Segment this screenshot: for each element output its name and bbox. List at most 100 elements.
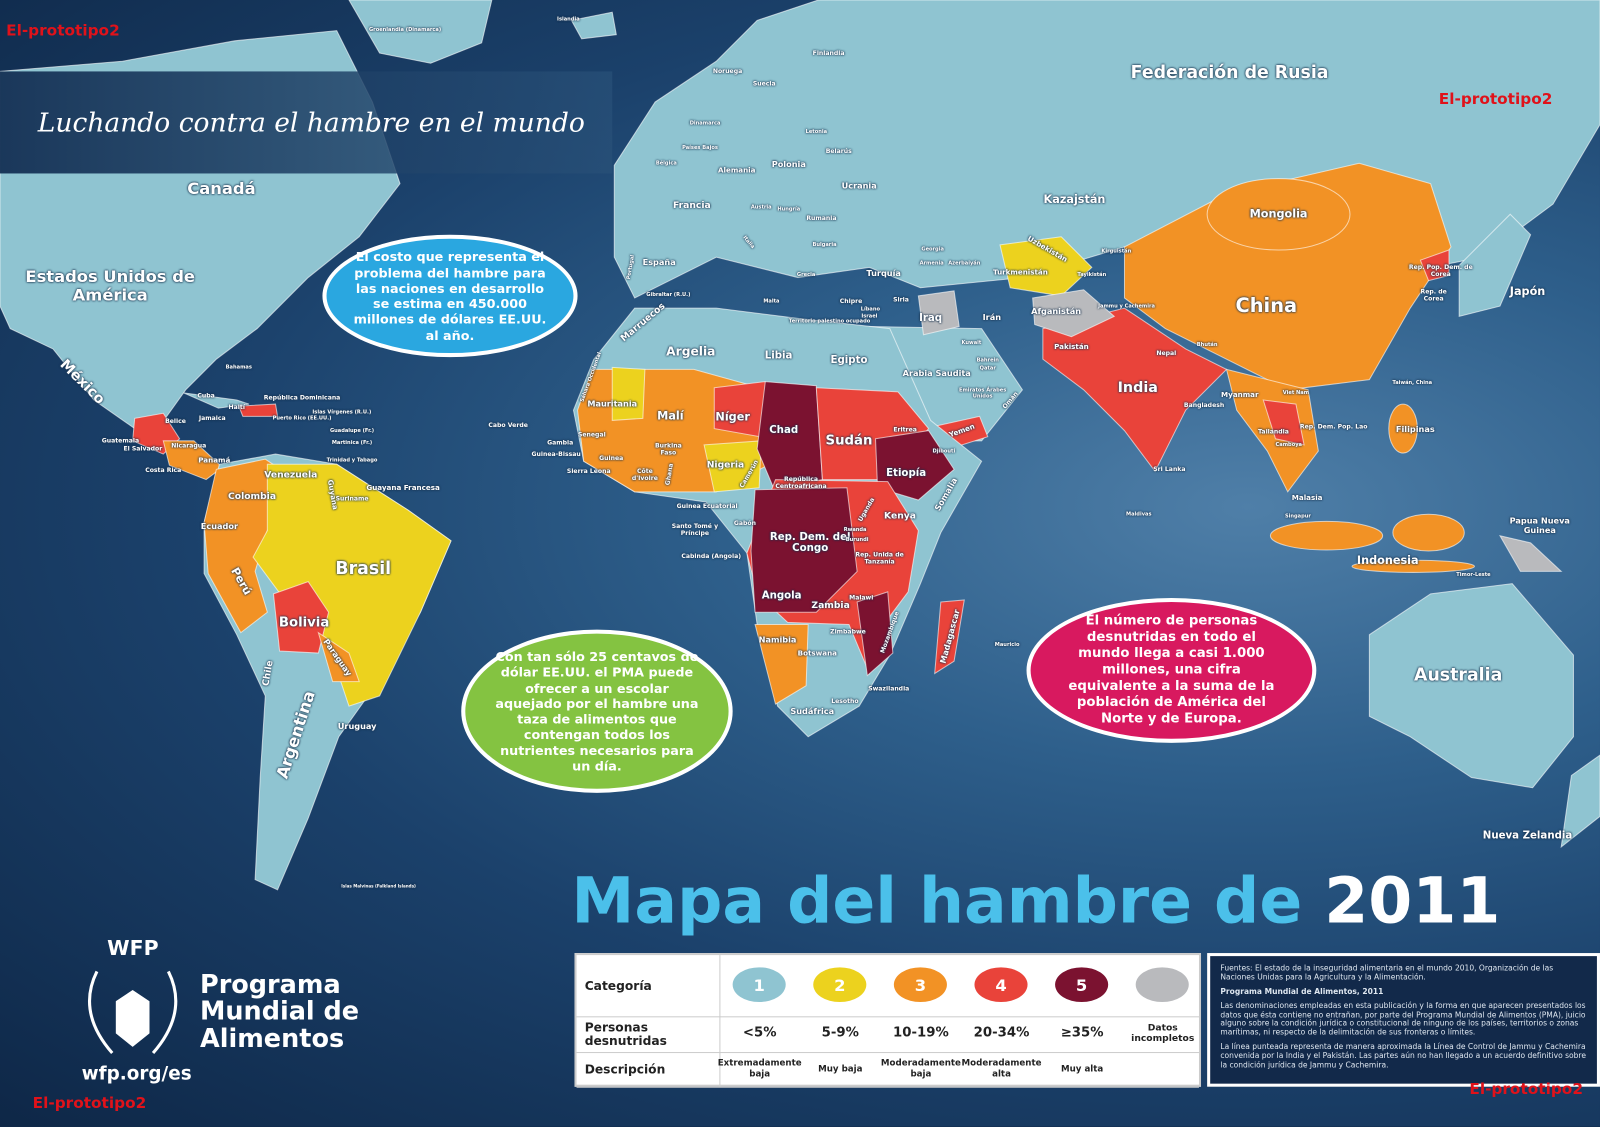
country-label: Islas Vírgenes (R.U.) [312,409,372,416]
country-label: Zimbabwe [830,628,866,636]
country-label: Australia [1414,664,1503,686]
country-label: Tayikistán [1077,271,1107,278]
info-bubble: El costo que representa el problema del … [322,234,578,358]
legend-category-number: 1 [753,974,765,995]
country-label: Angola [761,590,802,602]
country-label: Guinea [599,454,624,462]
country-label: Territorio palestino ocupado [788,318,871,325]
country-label: Islas Malvinas (Falkland Islands) [341,883,416,889]
country-label: Puerto Rico (EE.UU.) [272,415,332,422]
country-label: Bulgaria [812,242,837,249]
legend-row-label: Descripción [584,1061,666,1077]
country-label: Pakistán [1054,343,1089,352]
country-label: Argelia [666,344,716,359]
land [754,623,809,705]
logo-name: Programa Mundial de Alimentos [199,971,359,1053]
land [1368,583,1574,789]
country-label: Bangladesh [1183,401,1225,409]
country-label: Mauritania [587,399,638,409]
land [1032,289,1116,338]
country-label: Países Bajos [682,145,718,152]
country-label: Eritrea [893,426,917,434]
country-label: Iraq [919,312,943,324]
country-label: Burkina Faso [655,442,682,457]
land [750,487,858,613]
country-label: Irán [982,312,1002,323]
sources-publisher: Programa Mundial de Alimentos, 2011 [1220,986,1384,996]
legend-range: <5% [742,1025,777,1042]
country-label: Egipto [830,354,868,366]
legend-swatch: 1 [732,967,786,1003]
legend-category-number: 2 [834,974,846,995]
country-label: Malasia [1291,494,1323,503]
legend-swatch: 4 [974,967,1028,1003]
country-label: Georgia [921,246,944,253]
country-label: Guatemala [101,437,140,445]
land [917,290,960,336]
country-label: Uruguay [337,722,377,732]
info-bubble: Con tan sólo 25 centavos de dólar EE.UU.… [461,629,733,793]
country-label: El Salvador [123,445,163,453]
info-bubble: El número de personas desnutridas en tod… [1026,597,1317,743]
country-label: Senegal [577,431,606,439]
land [272,581,330,654]
country-label: Turquía [866,268,901,279]
country-label: Taiwán, China [1392,379,1433,386]
legend-description: Moderadamente baja [880,1058,961,1080]
country-label: Chad [769,424,799,437]
country-label: Rwanda [843,526,867,533]
country-label: Kuwait [961,340,982,347]
country-label: Venezuela [264,470,318,481]
country-label: Austria [750,204,772,211]
country-label: Sudán [825,433,873,449]
legend-range: 5-9% [821,1025,859,1042]
country-label: República Centroafricana [775,475,827,490]
main-title: Mapa del hambre de 2011 [571,863,1500,937]
country-label: Bahamas [225,364,252,371]
legend-range: 20-34% [973,1025,1030,1042]
land [611,366,646,421]
legend-range: Datos incompletos [1131,1023,1195,1044]
country-label: Líbano [860,306,881,313]
country-label: Sudáfrica [790,706,835,716]
country-label: Brasil [335,558,392,580]
country-label: Emiratos Árabes Unidos [958,387,1007,399]
legend-table: Categoría Personas desnutridas Descripción… [574,953,1202,1088]
country-label: Bélgica [655,160,677,167]
country-label: Malta [763,298,780,305]
logo-name-line: Alimentos [199,1022,345,1053]
bubble-text: Con tan sólo 25 centavos de dólar EE.UU.… [495,648,699,774]
country-label: Bolivia [278,615,330,631]
legend-row-divider [576,1052,1199,1088]
country-label: Namibia [758,635,797,645]
land [348,0,493,64]
legend-row-divider [576,1016,1199,1054]
title-text: Mapa del hambre de [571,863,1303,938]
legend-description: Extremadamente baja [717,1058,802,1080]
country-label: Noruega [712,68,743,76]
bubble-text: El costo que representa el problema del … [353,249,547,343]
country-label: Hungría [777,206,801,213]
land [1458,213,1532,317]
logo-url: wfp.org/es [81,1063,192,1085]
country-label: Suriname [335,495,369,503]
country-label: Mongolia [1249,207,1308,221]
country-label: España [642,257,676,267]
land [238,403,279,417]
watermark: El-prototipo2 [1438,89,1553,109]
legend-category-number: 5 [1075,974,1088,995]
country-label: Botswana [797,649,838,658]
country-label: Belice [165,418,186,426]
country-label: Estados Unidos de América [25,266,195,305]
country-label: Trinidad y Tabago [326,457,378,464]
country-label: Malí [657,409,684,423]
country-label: Maldivas [1126,511,1152,518]
land [1392,513,1465,552]
sources-disclaimer: Las denominaciones empleadas en esta pub… [1220,1000,1586,1037]
country-label: Guinea-Bissau [531,450,581,458]
country-label: Costa Rica [145,467,182,475]
country-label: Grecia [796,271,816,278]
land [252,463,452,707]
